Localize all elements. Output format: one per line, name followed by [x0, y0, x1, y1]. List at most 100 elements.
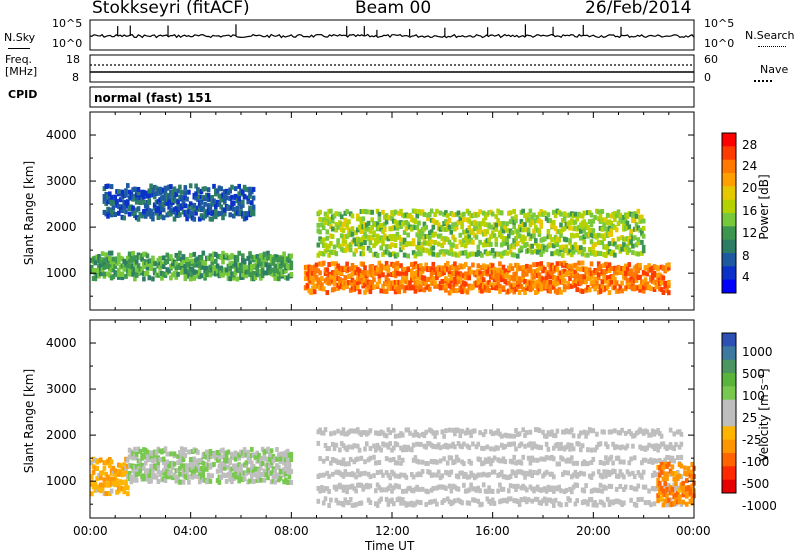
velocity-cell — [323, 427, 328, 433]
power-cell — [420, 241, 425, 247]
power-cell — [244, 211, 249, 217]
power-cell — [543, 210, 547, 216]
power-cell — [377, 260, 382, 266]
power-cell — [361, 245, 365, 251]
velocity-cell — [670, 486, 675, 492]
velocity-cell — [161, 456, 166, 462]
power-cell — [372, 230, 376, 236]
power-cell — [327, 208, 331, 214]
velocity-cell — [269, 448, 274, 454]
velocity-cell — [681, 480, 685, 486]
velocity-cell — [568, 458, 572, 464]
power-cell — [431, 261, 436, 267]
power-cell — [399, 241, 403, 247]
velocity-cell — [521, 470, 525, 476]
velocity-cell — [517, 502, 522, 507]
power-cell — [659, 280, 664, 286]
power-cell — [428, 235, 432, 241]
power-cell — [120, 256, 125, 262]
power-cell — [341, 227, 346, 233]
power-cell — [190, 272, 195, 278]
power-cell — [160, 275, 164, 281]
power-cell — [503, 268, 508, 274]
velocity-cell — [598, 482, 603, 488]
power-cell — [485, 242, 490, 248]
x-axis-label: Time UT — [365, 539, 415, 553]
power-cell — [595, 208, 599, 214]
power-cell — [111, 267, 116, 273]
velocity-cell — [336, 460, 340, 465]
power-cell — [350, 226, 355, 232]
velocity-cell — [379, 447, 383, 453]
power-cell — [454, 288, 459, 294]
velocity-cell — [379, 496, 383, 502]
power-cell — [117, 210, 121, 216]
freq-tick-hi: 18 — [66, 53, 80, 66]
power-cell — [93, 276, 98, 282]
power-cell — [435, 208, 439, 214]
velocity-cell — [670, 455, 675, 461]
velocity-cell — [557, 461, 561, 467]
velocity-cell — [670, 501, 675, 507]
power-cell — [613, 265, 617, 271]
power-cell — [625, 243, 630, 249]
velocity-cell — [145, 449, 150, 455]
power-cell — [643, 265, 648, 271]
velocity-cell — [345, 471, 349, 477]
power-cell — [444, 276, 448, 282]
power-cell — [257, 255, 261, 261]
power-heatmap — [90, 183, 671, 296]
power-cell — [661, 275, 666, 281]
power-cell — [183, 276, 188, 282]
velocity-cell — [163, 446, 168, 452]
nsky-trace — [89, 33, 695, 39]
power-cell — [548, 234, 552, 240]
power-cell — [156, 215, 161, 220]
velocity-cell — [106, 474, 110, 480]
velocity-cell — [508, 496, 513, 502]
power-cell — [661, 265, 666, 271]
power-cell — [108, 256, 112, 261]
velocity-cell — [347, 500, 351, 506]
velocity-cell — [658, 458, 662, 463]
power-cell — [192, 207, 197, 212]
velocity-cell — [658, 490, 662, 495]
velocity-cell — [165, 459, 170, 465]
power-cell — [251, 211, 256, 217]
velocity-cell — [634, 502, 639, 508]
velocity-cell — [417, 487, 421, 492]
velocity-cell — [285, 467, 290, 473]
velocity-cell — [566, 470, 570, 476]
power-cell — [102, 186, 107, 192]
power-cell — [453, 276, 457, 282]
power-cell — [534, 238, 538, 244]
velocity-cell — [460, 470, 464, 476]
x-tick-label: 00:00 — [676, 524, 711, 538]
velocity-ylabel: Slant Range [km] — [22, 368, 36, 474]
power-cell — [559, 289, 563, 295]
velocity-cell — [411, 502, 416, 508]
power-cell — [462, 238, 466, 244]
velocity-cell — [442, 484, 446, 490]
velocity-cell — [537, 487, 542, 493]
power-cell — [318, 229, 322, 235]
power-cell — [625, 213, 630, 219]
velocity-cell — [598, 460, 603, 465]
power-cell — [151, 255, 155, 261]
power-cell — [321, 225, 326, 231]
velocity-cell — [672, 458, 676, 464]
power-cell — [419, 251, 423, 257]
nsky-label: N.Sky — [4, 31, 36, 44]
power-cell — [616, 236, 621, 242]
velocity-cell — [126, 491, 130, 497]
power-cell — [199, 199, 204, 205]
power-cell — [465, 289, 470, 295]
velocity-cbar-tick: -100 — [742, 455, 770, 469]
power-cell — [219, 197, 223, 203]
velocity-cell — [640, 474, 644, 480]
power-ytick: 3000 — [46, 174, 77, 188]
velocity-cell — [384, 496, 389, 502]
freq-tick-lo: 8 — [72, 71, 79, 84]
velocity-cell — [643, 500, 648, 506]
power-cell — [622, 236, 626, 242]
